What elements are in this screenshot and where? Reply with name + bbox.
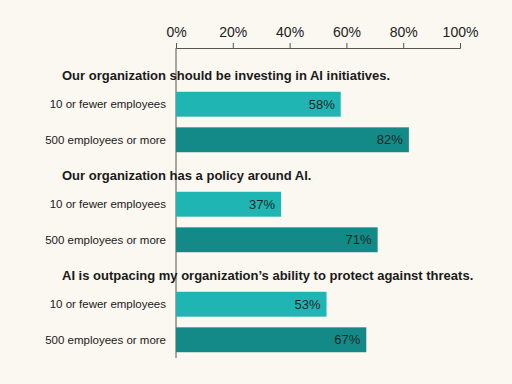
row-label: 10 or fewer employees [50,198,167,210]
tick: 0% [166,24,186,48]
tick: 100% [443,24,479,48]
tick-label: 100% [443,24,479,40]
bar [176,92,341,117]
data-label: 67% [334,332,360,347]
group-title: Our organization has a policy around AI. [62,168,311,183]
row-label: 10 or fewer employees [50,98,167,110]
tick-mark [346,43,347,48]
labels: Our organization should be investing in … [45,68,473,346]
bar [176,227,378,252]
data-label: 37% [249,197,275,212]
row-label: 500 employees or more [45,134,166,146]
tick-label: 60% [333,24,361,40]
x-axis: 0% 20% 40% 60% 80% 100% [166,24,478,49]
background [0,0,512,384]
data-label: 58% [309,97,335,112]
tick: 80% [390,24,418,48]
tick-label: 0% [166,24,186,40]
data-label: 82% [377,132,403,147]
row-label: 500 employees or more [45,334,166,346]
tick-mark [290,43,291,48]
bar [176,192,281,217]
tick-label: 40% [276,24,304,40]
bar [176,292,327,317]
tick-label: 20% [219,24,247,40]
chart: 0% 20% 40% 60% 80% 100% Our organization shoul… [0,0,512,384]
tick-mark [176,43,177,48]
tick-label: 80% [390,24,418,40]
bar [176,327,366,352]
data-labels: 58% 82% 37% 71% 53% 67% [249,97,403,348]
tick: 60% [333,24,361,48]
data-label: 71% [346,232,372,247]
data-label: 53% [294,297,320,312]
bar [176,127,409,152]
tick: 40% [276,24,304,48]
row-label: 10 or fewer employees [50,298,167,310]
tick-mark [403,43,404,48]
row-label: 500 employees or more [45,234,166,246]
tick: 20% [219,24,247,48]
axis-line [177,43,461,49]
tick-mark [460,43,461,48]
bars [176,92,409,352]
tick-mark [233,43,234,48]
group-title: AI is outpacing my organization’s abilit… [62,268,473,283]
group-title: Our organization should be investing in … [62,68,390,83]
